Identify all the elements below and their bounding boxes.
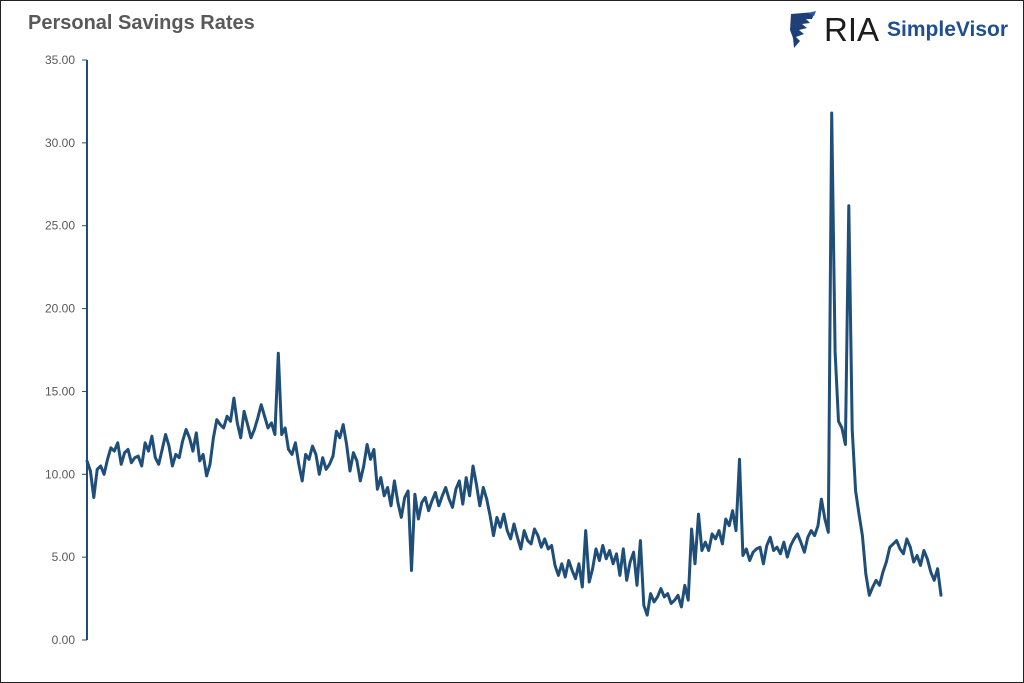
y-tick-label: 30.00 [45,136,75,150]
chart-title: Personal Savings Rates [28,12,255,34]
y-tick-label: 25.00 [45,219,75,233]
product-name: SimpleVisor [887,18,1009,41]
y-tick-label: 5.00 [52,550,76,564]
y-tick-label: 0.00 [52,633,76,647]
y-tick-label: 20.00 [45,302,75,316]
y-tick-label: 15.00 [45,384,75,398]
eagle-logo-icon [790,11,816,48]
brand-logo: RIA SimpleVisor [788,8,1008,52]
y-tick-label: 35.00 [45,53,75,67]
savings-rate-series-line [85,111,943,617]
brand-name: RIA [824,11,880,48]
y-tick-label: 10.00 [45,467,75,481]
